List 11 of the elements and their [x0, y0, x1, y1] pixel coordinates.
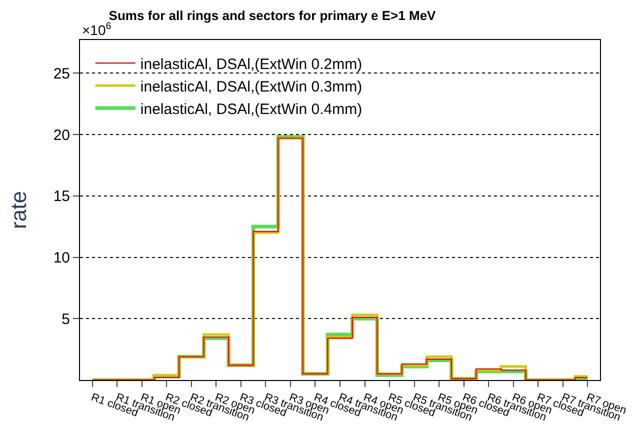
y-tick-label: 25 [53, 65, 70, 82]
y-tick-label: 15 [53, 188, 70, 206]
legend-label: inelasticAl, DSAl,(ExtWin 0.2mm) [140, 56, 362, 73]
y-tick-label: 10 [53, 250, 70, 267]
y-axis-title: rate [6, 191, 32, 229]
text: ×10$^{6}$ [82, 21, 112, 38]
legend-label: inelasticAl, DSAl,(ExtWin 0.3mm) [140, 78, 362, 96]
chart-title: Sums for all rings and sectors for primary e E>1 MeV [108, 8, 436, 24]
y-tick-label: 20 [53, 126, 70, 144]
legend-label: inelasticAl, DSAl,(ExtWin 0.4mm) [140, 100, 362, 118]
y-tick-label: 5 [62, 310, 70, 328]
